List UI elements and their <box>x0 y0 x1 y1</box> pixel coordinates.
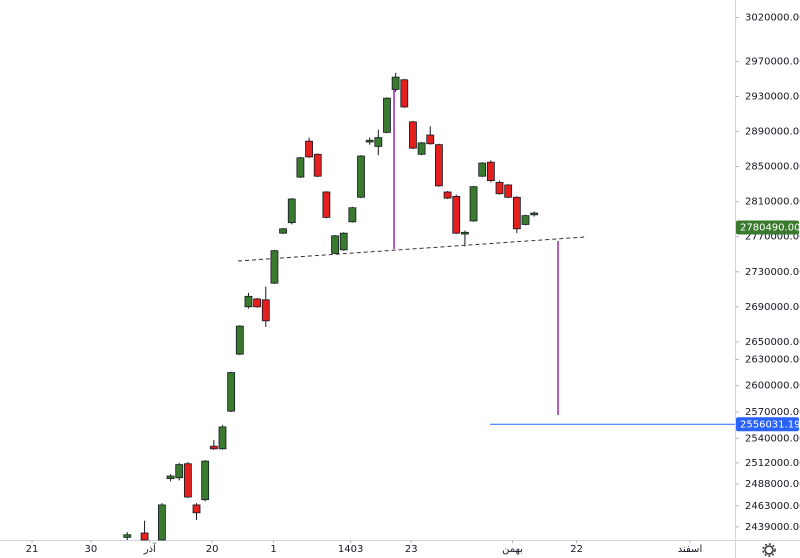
candle-body <box>305 140 313 158</box>
candle-body <box>495 181 504 195</box>
last-price-bg <box>736 220 799 235</box>
gear[interactable] <box>764 545 774 555</box>
y-tick-label: 2770000.00 <box>745 232 800 243</box>
candle-body <box>270 250 279 284</box>
candle-body <box>235 325 244 355</box>
candle-body <box>469 186 478 222</box>
candle-body <box>261 299 270 322</box>
price-tag: 2556031.19 <box>736 417 800 432</box>
y-tick-label: 2970000.00 <box>745 56 800 67</box>
x-tick-label: 20 <box>206 544 219 555</box>
price-tag: 2780490.00 <box>736 220 800 235</box>
x-tick-label: 22 <box>570 544 583 555</box>
candle-body <box>175 464 184 479</box>
candle-body <box>383 97 391 133</box>
x-tick-label: 21 <box>26 544 39 555</box>
candle-body <box>435 144 443 187</box>
candle-body <box>400 79 409 108</box>
y-tick-label: 2570000.00 <box>745 407 800 418</box>
candle-body <box>426 134 435 145</box>
y-tick-label: 2540000.00 <box>745 433 800 444</box>
gear-teeth[interactable] <box>762 543 776 557</box>
candle-body <box>348 207 357 223</box>
x-tick-label: 1403 <box>338 544 363 555</box>
y-tick-label: 3020000.00 <box>745 13 800 24</box>
y-tick-label: 2488000.00 <box>745 479 800 490</box>
candle-body <box>313 153 322 177</box>
last-price-label: 2780490.00 <box>740 222 800 233</box>
candle-body <box>331 235 339 254</box>
y-tick-label: 2630000.00 <box>745 354 800 365</box>
y-tick-label: 2439000.00 <box>745 522 800 533</box>
target-tag-bg <box>736 417 799 432</box>
candle-body <box>253 298 262 308</box>
y-tick-label: 2512000.00 <box>745 458 800 469</box>
candle-body <box>218 426 227 450</box>
x-tick-label: 1 <box>270 544 276 555</box>
x-tick-label: بهمن <box>502 544 523 555</box>
candle-body <box>192 504 201 514</box>
candle-body <box>140 532 149 541</box>
candle-body <box>530 212 539 216</box>
x-tick-label: 30 <box>85 544 98 555</box>
candle-body <box>244 295 253 308</box>
candle-body <box>296 157 305 178</box>
candle-body <box>478 162 487 177</box>
y-tick-label: 2463000.00 <box>745 501 800 512</box>
y-tick-label: 2650000.00 <box>745 337 800 348</box>
y-tick-label: 2890000.00 <box>745 126 800 137</box>
y-tick-label: 2930000.00 <box>745 91 800 102</box>
y-tick-label: 2810000.00 <box>745 197 800 208</box>
candle-body <box>504 184 513 198</box>
candle-body <box>209 445 218 450</box>
x-tick-label: آذر <box>143 542 157 555</box>
candle-body <box>460 231 469 235</box>
candle-body <box>339 232 348 251</box>
candle-body <box>322 191 331 218</box>
y-tick-label: 2600000.00 <box>745 381 800 392</box>
candle-body <box>123 534 132 538</box>
candle-body <box>227 372 236 412</box>
candle-body <box>201 460 210 501</box>
target-tag-label: 2556031.19 <box>740 419 800 430</box>
candle-body <box>391 76 400 90</box>
candle-body <box>279 228 287 234</box>
candle-body <box>357 155 365 198</box>
candle-body <box>409 121 417 149</box>
y-tick-label: 2730000.00 <box>745 267 800 278</box>
candle-body <box>443 191 452 199</box>
candle-body <box>374 137 383 147</box>
candle-body <box>287 198 296 224</box>
y-tick-label: 2850000.00 <box>745 162 800 173</box>
candle-body <box>365 139 374 143</box>
neckline <box>237 236 586 262</box>
candle-body <box>157 504 166 541</box>
candle-body <box>521 215 530 225</box>
candle-body <box>166 475 175 480</box>
settings-icon[interactable] <box>762 543 776 557</box>
y-tick-label: 2690000.00 <box>745 302 800 313</box>
candle-body <box>417 142 426 155</box>
candle-body <box>512 196 521 230</box>
candle-body <box>486 161 495 181</box>
candle-body <box>452 195 461 234</box>
x-tick-label: 23 <box>405 544 418 555</box>
x-tick-label: اسفند <box>678 544 702 555</box>
candle-body <box>183 463 192 498</box>
